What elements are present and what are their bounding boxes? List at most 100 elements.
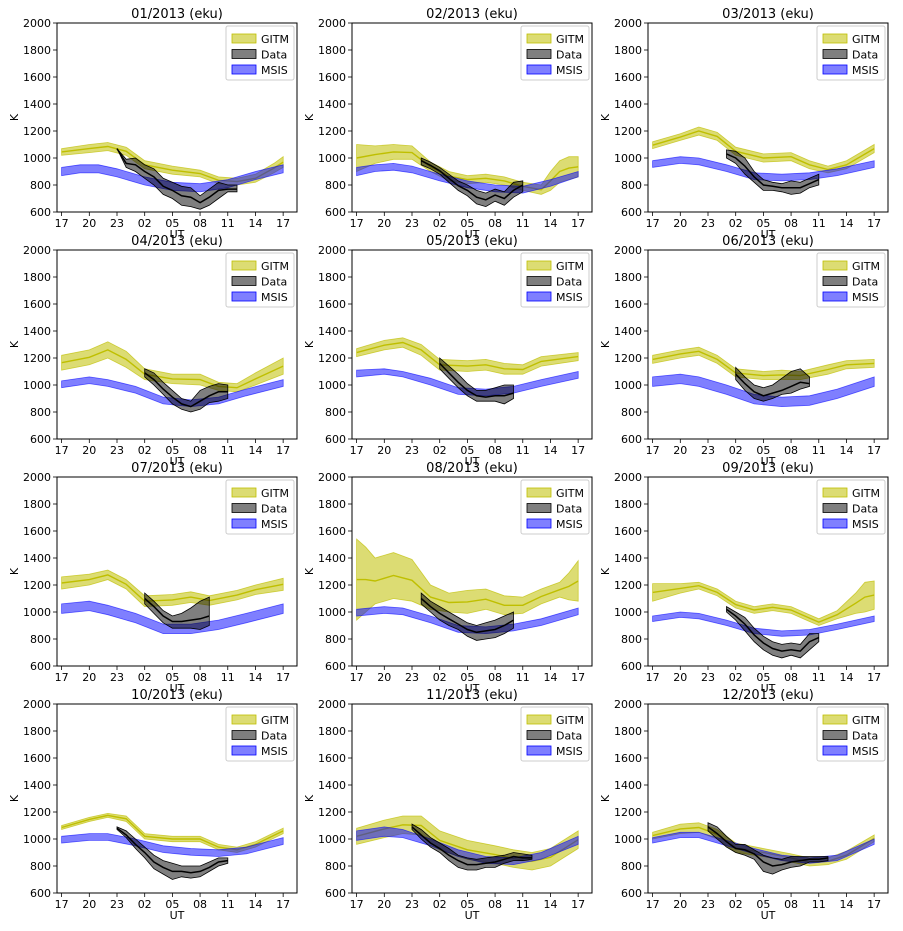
y-tick-label: 2000 bbox=[318, 698, 346, 711]
x-tick-label: 08 bbox=[784, 444, 798, 457]
x-tick-label: 17 bbox=[55, 898, 69, 911]
y-tick-label: 600 bbox=[30, 660, 51, 673]
x-tick-label: 02 bbox=[729, 671, 743, 684]
x-tick-label: 17 bbox=[867, 444, 881, 457]
legend-label-data: Data bbox=[261, 503, 287, 516]
y-tick-label: 1800 bbox=[318, 725, 346, 738]
legend-swatch-data bbox=[822, 503, 848, 513]
msis-band bbox=[652, 611, 875, 637]
plot-frame bbox=[647, 703, 889, 894]
y-tick-label: 800 bbox=[621, 860, 642, 873]
x-tick-label: 20 bbox=[377, 444, 391, 457]
series-data bbox=[707, 822, 829, 875]
y-tick-label: 800 bbox=[30, 860, 51, 873]
y-tick-label: 800 bbox=[325, 860, 346, 873]
x-tick-label: 17 bbox=[55, 671, 69, 684]
legend-label-gitm: GITM bbox=[261, 33, 289, 46]
data-mean-line bbox=[420, 160, 524, 201]
legend-swatch-data bbox=[822, 49, 848, 59]
subplot-3: 03/2013 (eku) 600 800 1000 1200 1400 1600 1800 2… bbox=[599, 7, 889, 241]
y-tick-label: 1400 bbox=[23, 98, 51, 111]
x-tick-label: 17 bbox=[571, 671, 585, 684]
legend-label-msis: MSIS bbox=[261, 291, 288, 304]
x-tick-label: 23 bbox=[110, 898, 124, 911]
y-tick-label: 1600 bbox=[23, 752, 51, 765]
x-tick-label: 17 bbox=[646, 671, 660, 684]
plot-frame bbox=[56, 703, 298, 894]
data-mean-line bbox=[726, 153, 820, 189]
x-tick-label: 11 bbox=[812, 671, 826, 684]
x-axis-label: UT bbox=[170, 455, 185, 468]
legend-swatch-gitm bbox=[822, 714, 848, 725]
y-tick-label: 1000 bbox=[614, 379, 642, 392]
x-tick-label: 20 bbox=[82, 671, 96, 684]
x-tick-label: 11 bbox=[516, 444, 530, 457]
y-tick-label: 1400 bbox=[614, 779, 642, 792]
legend-label-msis: MSIS bbox=[261, 64, 288, 77]
x-axis-label: UT bbox=[170, 228, 185, 241]
x-tick-label: 11 bbox=[516, 217, 530, 230]
x-axis-label: UT bbox=[170, 909, 185, 922]
y-tick-label: 1000 bbox=[23, 379, 51, 392]
msis-band bbox=[61, 376, 284, 408]
x-tick-label: 14 bbox=[248, 217, 262, 230]
y-tick-label: 600 bbox=[30, 206, 51, 219]
legend-swatch-msis bbox=[526, 745, 552, 756]
msis-band bbox=[356, 368, 579, 397]
data-mean-line bbox=[735, 373, 810, 397]
y-tick-label: 1400 bbox=[318, 779, 346, 792]
msis-band bbox=[356, 606, 579, 635]
y-axis-label: K bbox=[599, 567, 612, 575]
gitm-mean-line bbox=[652, 584, 875, 623]
x-tick-label: 11 bbox=[812, 217, 826, 230]
legend: GITM Data MSIS bbox=[816, 479, 886, 535]
x-axis-label: UT bbox=[761, 682, 776, 695]
y-tick-label: 1000 bbox=[318, 833, 346, 846]
plot-frame bbox=[56, 249, 298, 440]
subplot-12: 12/2013 (eku) 600 800 1000 1200 1400 1600 1800 2… bbox=[599, 688, 889, 922]
legend-label-data: Data bbox=[556, 276, 582, 289]
x-tick-label: 08 bbox=[784, 671, 798, 684]
plot-frame bbox=[351, 703, 593, 894]
x-tick-label: 20 bbox=[673, 898, 687, 911]
data-band bbox=[144, 368, 229, 413]
legend-swatch-msis bbox=[231, 291, 257, 302]
x-tick-label: 14 bbox=[248, 898, 262, 911]
subplot-title: 07/2013 (eku) bbox=[131, 461, 223, 476]
legend: GITM Data MSIS bbox=[816, 706, 886, 762]
y-tick-label: 800 bbox=[621, 179, 642, 192]
x-axis-label: UT bbox=[761, 909, 776, 922]
y-tick-label: 800 bbox=[30, 633, 51, 646]
data-mean-line bbox=[411, 826, 532, 866]
x-axis-label: UT bbox=[465, 909, 480, 922]
y-tick-label: 1000 bbox=[318, 379, 346, 392]
gitm-mean-line bbox=[356, 151, 579, 191]
y-tick-label: 600 bbox=[325, 433, 346, 446]
series-data bbox=[116, 148, 238, 210]
legend: GITM Data MSIS bbox=[520, 706, 590, 762]
x-tick-label: 08 bbox=[193, 444, 207, 457]
legend: GITM Data MSIS bbox=[520, 25, 590, 81]
y-tick-label: 800 bbox=[621, 633, 642, 646]
legend-swatch-msis bbox=[231, 64, 257, 75]
legend-swatch-gitm bbox=[526, 33, 552, 44]
legend-label-gitm: GITM bbox=[556, 487, 584, 500]
data-mean-line bbox=[420, 597, 514, 634]
x-tick-label: 08 bbox=[193, 217, 207, 230]
x-tick-label: 05 bbox=[756, 671, 770, 684]
legend-label-gitm: GITM bbox=[852, 33, 880, 46]
legend-swatch-gitm bbox=[526, 260, 552, 271]
legend-swatch-data bbox=[526, 730, 552, 740]
x-tick-label: 17 bbox=[55, 217, 69, 230]
y-tick-label: 1400 bbox=[614, 325, 642, 338]
x-tick-label: 02 bbox=[138, 671, 152, 684]
subplot-title: 09/2013 (eku) bbox=[722, 461, 814, 476]
y-tick-label: 1600 bbox=[23, 525, 51, 538]
legend-label-gitm: GITM bbox=[852, 714, 880, 727]
y-axis-label: K bbox=[303, 567, 316, 575]
legend-swatch-data bbox=[526, 49, 552, 59]
legend-label-msis: MSIS bbox=[852, 291, 879, 304]
x-tick-label: 05 bbox=[165, 217, 179, 230]
series-gitm bbox=[652, 580, 875, 626]
x-tick-label: 11 bbox=[221, 671, 235, 684]
